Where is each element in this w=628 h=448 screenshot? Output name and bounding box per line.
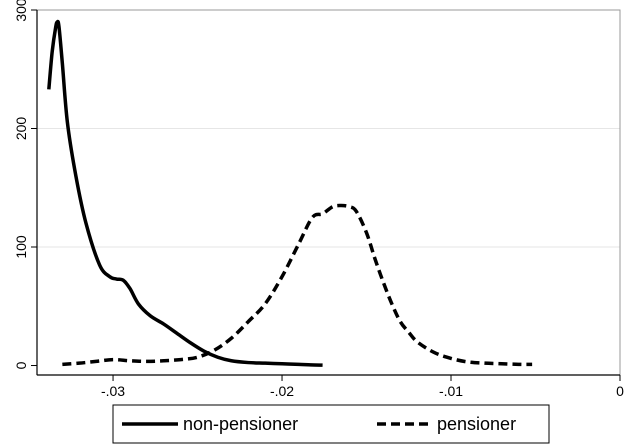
- x-axis-ticks: -.03 -.02 -.01 0: [101, 375, 624, 399]
- legend-box: [112, 404, 550, 444]
- x-tick-label-1: -.02: [270, 383, 294, 399]
- series-line-non-pensioner: [47, 19, 323, 367]
- y-tick-label-2: 200: [13, 117, 29, 141]
- series-layer: [47, 19, 533, 367]
- x-tick-label-2: -.01: [439, 383, 463, 399]
- legend-label-pensioner: pensioner: [437, 414, 516, 434]
- y-tick-label-0: 0: [13, 361, 29, 369]
- x-tick-label-3: 0: [616, 383, 624, 399]
- y-axis-ticks: 0 100 200 300: [13, 0, 37, 369]
- y-tick-label-3: 300: [13, 0, 29, 22]
- x-tick-label-0: -.03: [101, 383, 125, 399]
- legend-label-non-pensioner: non-pensioner: [183, 414, 298, 434]
- plot-background: [37, 10, 620, 375]
- y-tick-label-1: 100: [13, 235, 29, 259]
- legend: non-pensioner pensioner: [112, 404, 550, 444]
